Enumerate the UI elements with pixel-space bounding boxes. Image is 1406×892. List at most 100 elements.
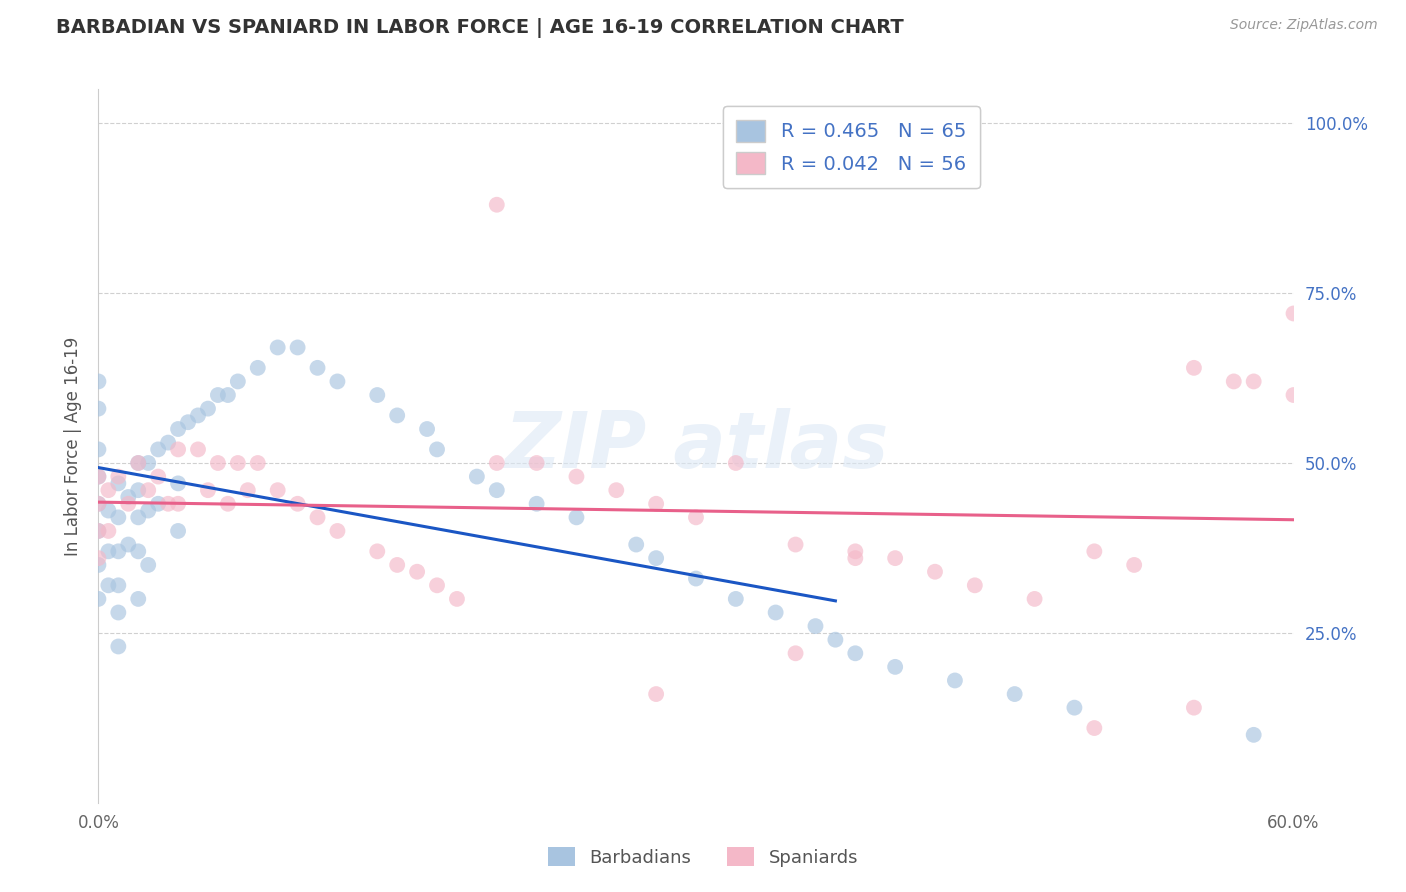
Point (87, 524, 110, 538)
Point (87, 469, 110, 483)
Point (287, 341, 309, 355)
Point (526, 456, 548, 470)
Point (177, 415, 200, 429)
Point (217, 388, 239, 402)
Point (307, 360, 329, 375)
Point (645, 551, 668, 566)
Point (157, 497, 180, 511)
Point (924, 565, 946, 579)
Point (207, 388, 229, 402)
Point (1063, 700, 1085, 714)
Point (167, 422, 190, 436)
Point (685, 572, 707, 586)
Point (107, 640, 129, 654)
Point (87, 469, 110, 483)
Point (844, 544, 866, 558)
Point (87, 558, 110, 572)
Point (1024, 591, 1046, 606)
Point (485, 483, 508, 498)
Point (605, 483, 627, 498)
Point (824, 632, 846, 647)
Point (246, 360, 269, 375)
Point (136, 558, 159, 572)
Point (645, 687, 668, 701)
Point (963, 578, 986, 592)
Point (724, 591, 747, 606)
Point (127, 456, 149, 470)
Text: Source: ZipAtlas.com: Source: ZipAtlas.com (1230, 18, 1378, 32)
Point (127, 510, 149, 524)
Point (87, 524, 110, 538)
Y-axis label: In Labor Force | Age 16-19: In Labor Force | Age 16-19 (63, 336, 82, 556)
Point (167, 497, 190, 511)
Point (844, 551, 866, 566)
Point (97, 483, 120, 498)
Point (148, 442, 170, 457)
Point (426, 578, 449, 592)
Point (157, 435, 180, 450)
Point (785, 646, 807, 660)
Point (565, 510, 588, 524)
Point (167, 476, 190, 491)
Point (385, 558, 409, 572)
Point (565, 469, 588, 483)
Point (97, 578, 120, 592)
Point (246, 456, 269, 470)
Point (87, 591, 110, 606)
Point (107, 469, 129, 483)
Point (117, 497, 139, 511)
Point (87, 497, 110, 511)
Point (844, 646, 866, 660)
Point (236, 483, 259, 498)
Point (97, 503, 120, 517)
Point (1182, 700, 1205, 714)
Point (626, 537, 648, 551)
Point (1223, 375, 1246, 389)
Point (884, 551, 907, 566)
Point (107, 606, 129, 620)
Point (416, 422, 439, 436)
Point (287, 497, 309, 511)
Point (645, 497, 668, 511)
Point (167, 442, 190, 457)
Point (1083, 721, 1105, 735)
Point (117, 490, 139, 504)
Point (1282, 388, 1305, 402)
Point (97, 524, 120, 538)
Point (1182, 360, 1205, 375)
Point (724, 456, 747, 470)
Point (1243, 728, 1265, 742)
Point (217, 497, 239, 511)
Point (685, 510, 707, 524)
Point (87, 401, 110, 416)
Point (1083, 544, 1105, 558)
Point (127, 544, 149, 558)
Point (136, 483, 159, 498)
Point (117, 537, 139, 551)
Point (1243, 375, 1265, 389)
Point (226, 375, 249, 389)
Point (1282, 306, 1305, 320)
Point (197, 401, 219, 416)
Point (307, 510, 329, 524)
Point (207, 456, 229, 470)
Point (127, 591, 149, 606)
Point (267, 483, 290, 498)
Point (465, 469, 488, 483)
Point (187, 442, 209, 457)
Point (107, 578, 129, 592)
Point (366, 388, 388, 402)
Text: BARBADIAN VS SPANIARD IN LABOR FORCE | AGE 16-19 CORRELATION CHART: BARBADIAN VS SPANIARD IN LABOR FORCE | A… (56, 18, 904, 37)
Point (804, 619, 827, 633)
Point (884, 660, 907, 674)
Point (1004, 687, 1026, 701)
Point (1123, 558, 1146, 572)
Point (87, 375, 110, 389)
Point (148, 497, 170, 511)
Point (267, 341, 290, 355)
Point (136, 456, 159, 470)
Point (426, 442, 449, 457)
Point (136, 503, 159, 517)
Point (765, 606, 787, 620)
Point (97, 544, 120, 558)
